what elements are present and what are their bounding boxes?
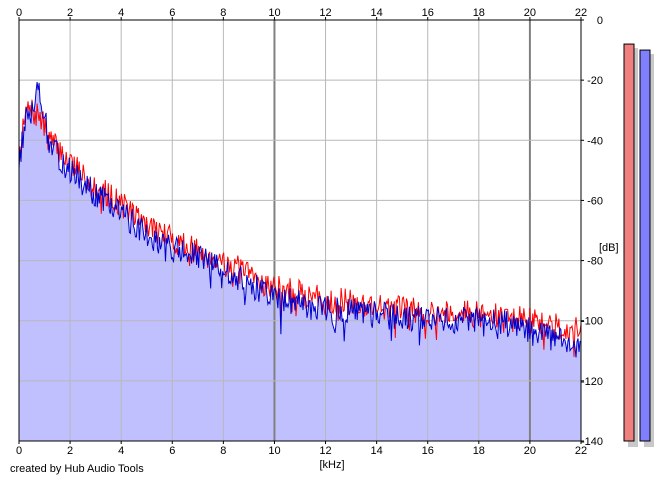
y-axis-label: [dB] <box>599 242 619 254</box>
x-tick-label-top-6: 12 <box>319 7 331 19</box>
y-tick-label-4: -80 <box>587 256 603 268</box>
y-tick-label-7: -140 <box>581 436 603 448</box>
series-left-line <box>18 99 582 357</box>
y-tick-label-5: -100 <box>581 316 603 328</box>
x-axis-label: [kHz] <box>319 459 344 471</box>
x-tick-label-top-5: 10 <box>268 7 280 19</box>
x-tick-label-top-2: 4 <box>118 7 124 19</box>
x-tick-label-bottom-10: 20 <box>524 445 536 457</box>
x-tick-label-top-8: 16 <box>422 7 434 19</box>
x-tick-label-bottom-2: 4 <box>118 445 124 457</box>
x-tick-label-top-9: 18 <box>473 7 485 19</box>
level-meter-right <box>639 49 651 442</box>
x-tick-label-top-10: 20 <box>524 7 536 19</box>
x-tick-label-bottom-8: 16 <box>422 445 434 457</box>
x-tick-label-top-11: 22 <box>575 7 587 19</box>
credit-text: created by Hub Audio Tools <box>10 463 144 475</box>
level-meter-left <box>623 43 635 442</box>
x-tick-label-bottom-5: 10 <box>268 445 280 457</box>
x-tick-label-top-0: 0 <box>16 7 22 19</box>
x-tick-label-bottom-7: 14 <box>371 445 383 457</box>
y-tick-label-0: 0 <box>597 15 603 27</box>
x-tick-label-bottom-1: 2 <box>67 445 73 457</box>
x-tick-label-top-4: 8 <box>220 7 226 19</box>
y-tick-label-6: -120 <box>581 376 603 388</box>
x-tick-label-top-7: 14 <box>371 7 383 19</box>
x-tick-label-bottom-11: 22 <box>575 445 587 457</box>
y-tick-label-2: -40 <box>587 135 603 147</box>
spectrum-fill-area <box>19 82 581 441</box>
y-tick-label-3: -60 <box>587 195 603 207</box>
x-tick-label-top-1: 2 <box>67 7 73 19</box>
x-tick-label-bottom-9: 18 <box>473 445 485 457</box>
x-tick-label-bottom-3: 6 <box>169 445 175 457</box>
x-tick-label-bottom-4: 8 <box>220 445 226 457</box>
x-tick-label-bottom-0: 0 <box>16 445 22 457</box>
x-tick-label-top-3: 6 <box>169 7 175 19</box>
x-tick-label-bottom-6: 12 <box>319 445 331 457</box>
series-right-line <box>18 81 582 358</box>
y-tick-label-1: -20 <box>587 75 603 87</box>
plot-frame <box>18 19 582 442</box>
